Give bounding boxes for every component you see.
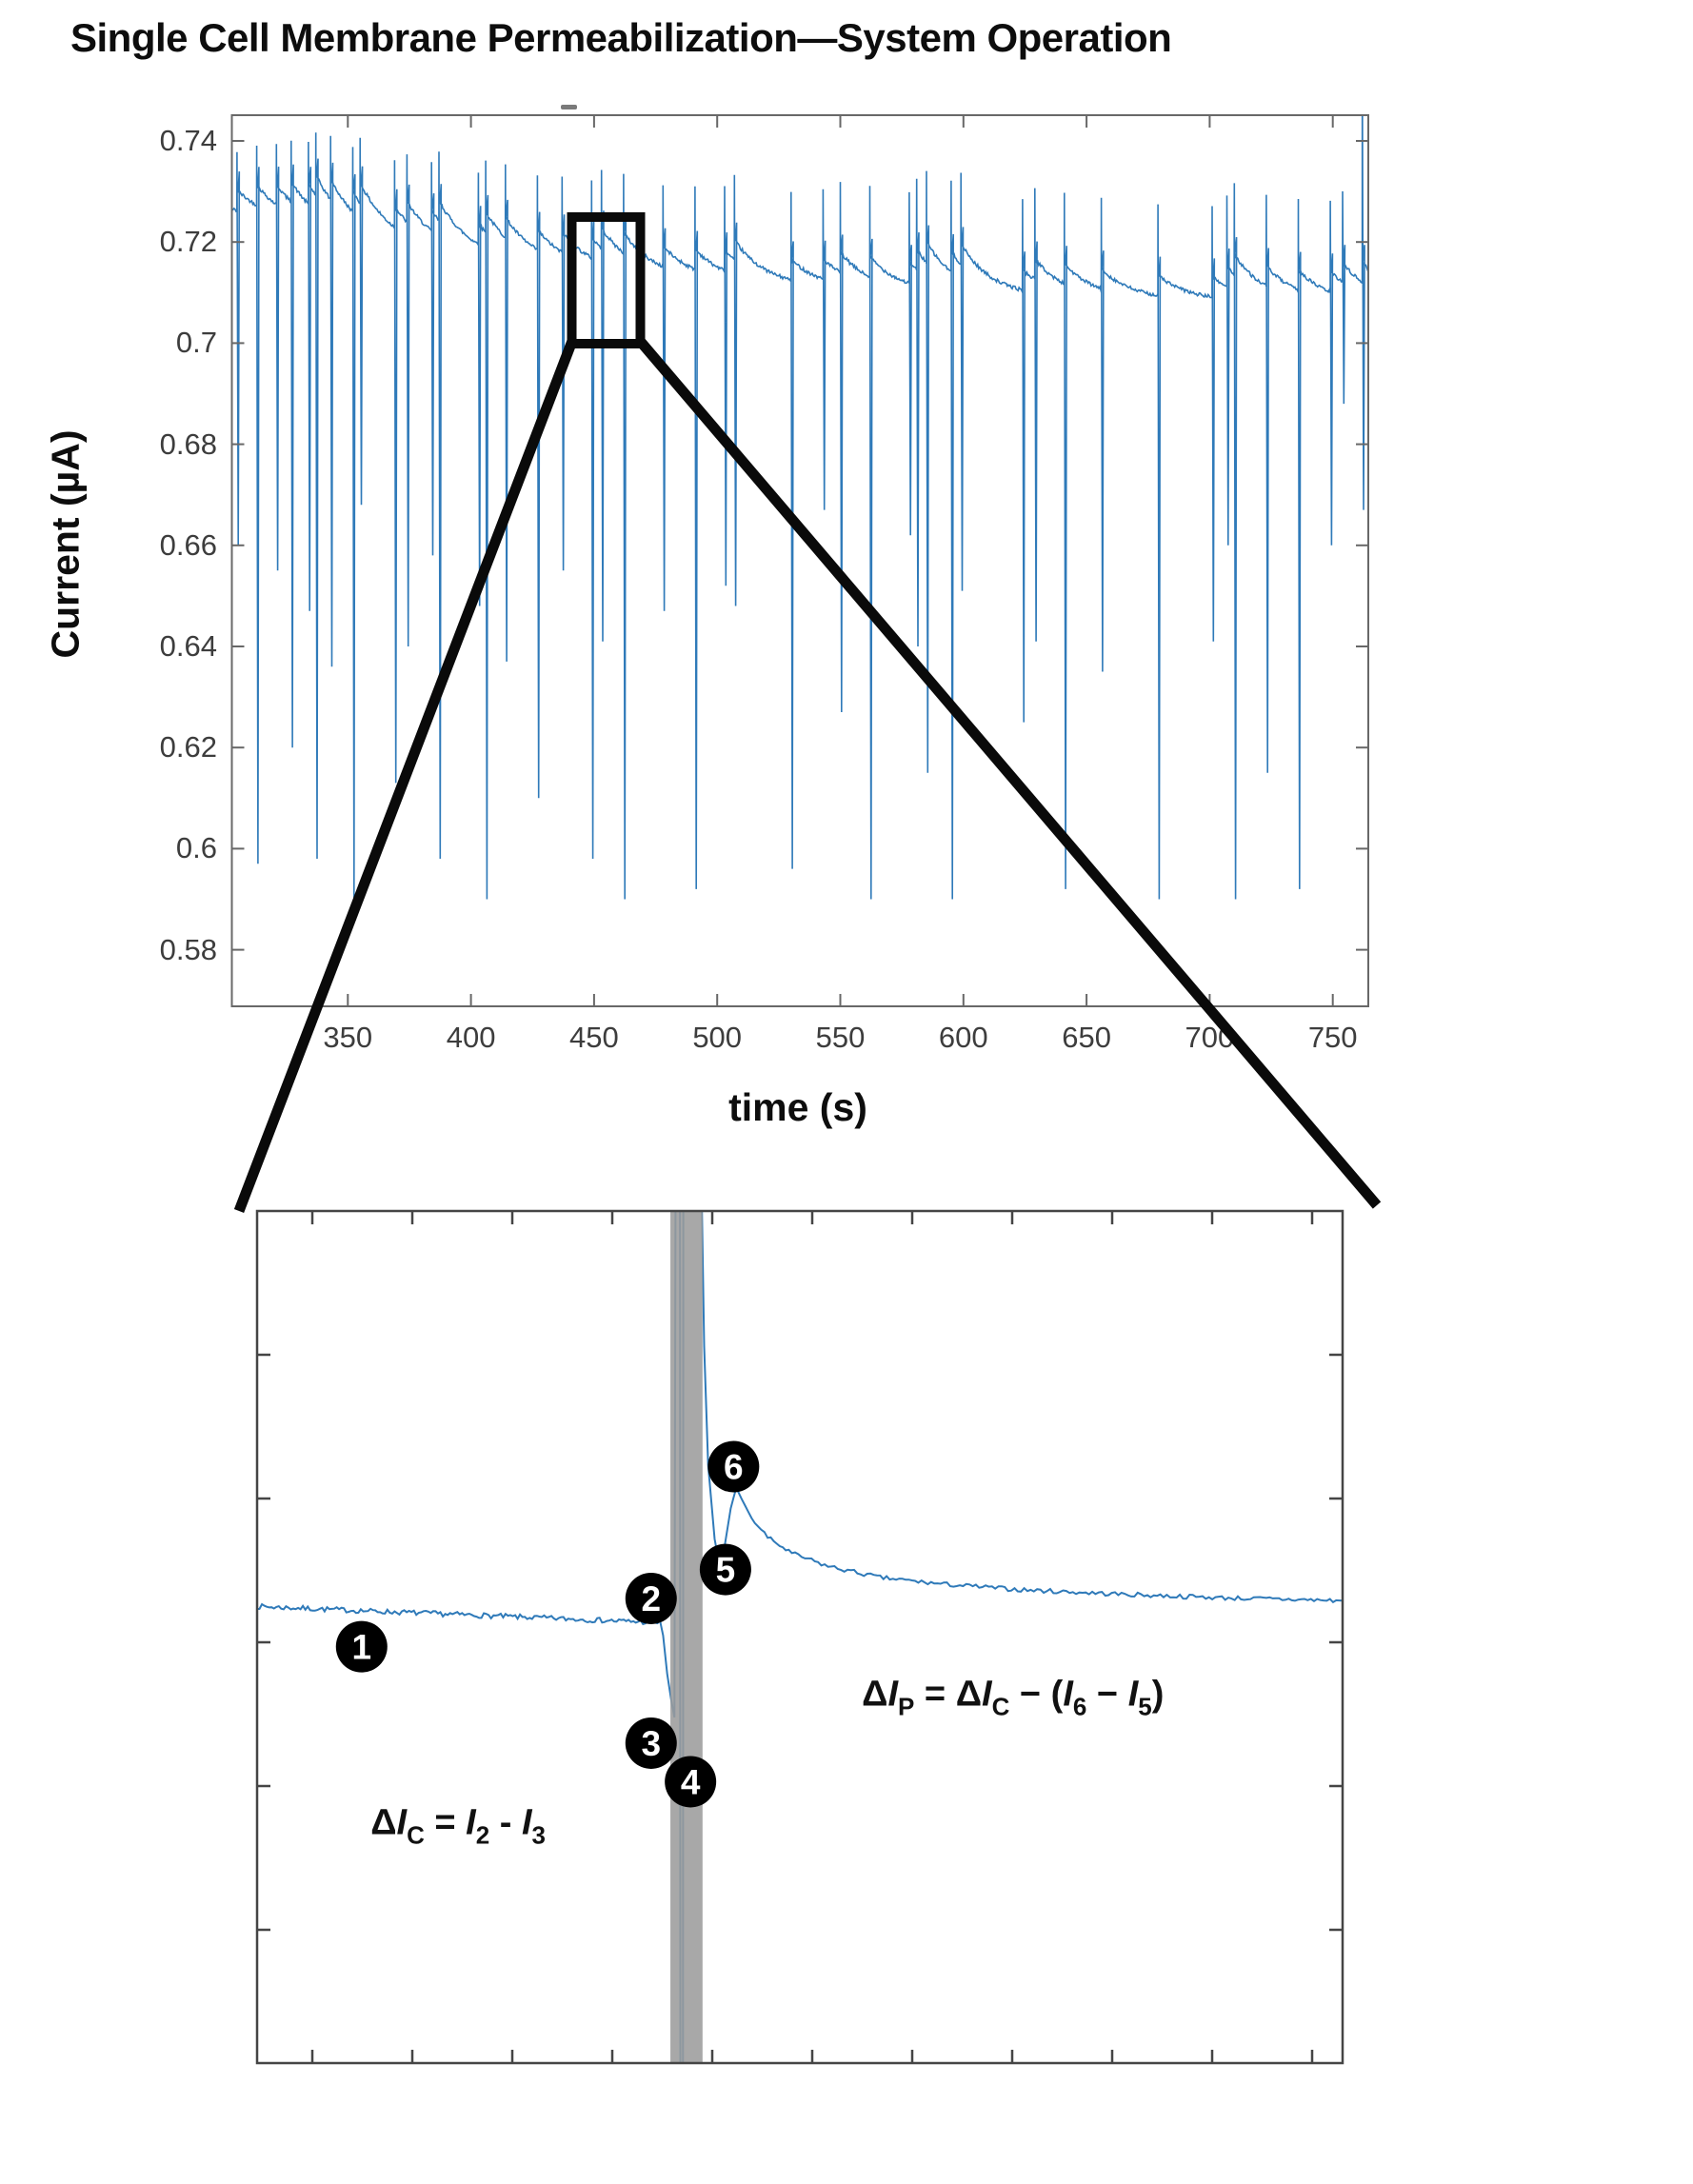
event-marker-5: 5 <box>699 1543 751 1596</box>
event-marker-number: 5 <box>716 1551 736 1590</box>
overview-trace <box>231 115 1368 900</box>
event-marker-circle <box>707 1440 760 1493</box>
stray-dash-mark <box>561 105 577 109</box>
zoom-detail-trace <box>257 1211 1343 2063</box>
event-marker-1: 1 <box>335 1620 388 1673</box>
pulse-shaded-band <box>670 1211 703 2063</box>
event-marker-circle <box>665 1756 717 1808</box>
zoom-axis-box <box>255 1209 1344 2065</box>
event-marker-number: 1 <box>351 1628 371 1667</box>
event-marker-3: 3 <box>625 1717 677 1769</box>
event-marker-2: 2 <box>625 1572 677 1624</box>
event-marker-number: 2 <box>641 1579 661 1618</box>
event-marker-circle <box>625 1572 677 1624</box>
event-marker-6: 6 <box>707 1440 760 1493</box>
overview-chart <box>230 114 1369 1007</box>
zoom-detail-chart: 1 2 34 5 6 <box>255 1209 1344 2065</box>
event-marker-number: 6 <box>724 1448 744 1487</box>
overview-axis-box <box>230 114 1369 1007</box>
event-marker-circle <box>625 1717 677 1769</box>
event-marker-circle <box>335 1620 388 1673</box>
event-marker-circle <box>699 1543 751 1596</box>
event-marker-number: 4 <box>681 1762 701 1801</box>
figure-title: Single Cell Membrane Permeabilization—Sy… <box>70 15 1172 60</box>
event-marker-4: 4 <box>665 1756 717 1808</box>
event-marker-number: 3 <box>641 1724 661 1763</box>
